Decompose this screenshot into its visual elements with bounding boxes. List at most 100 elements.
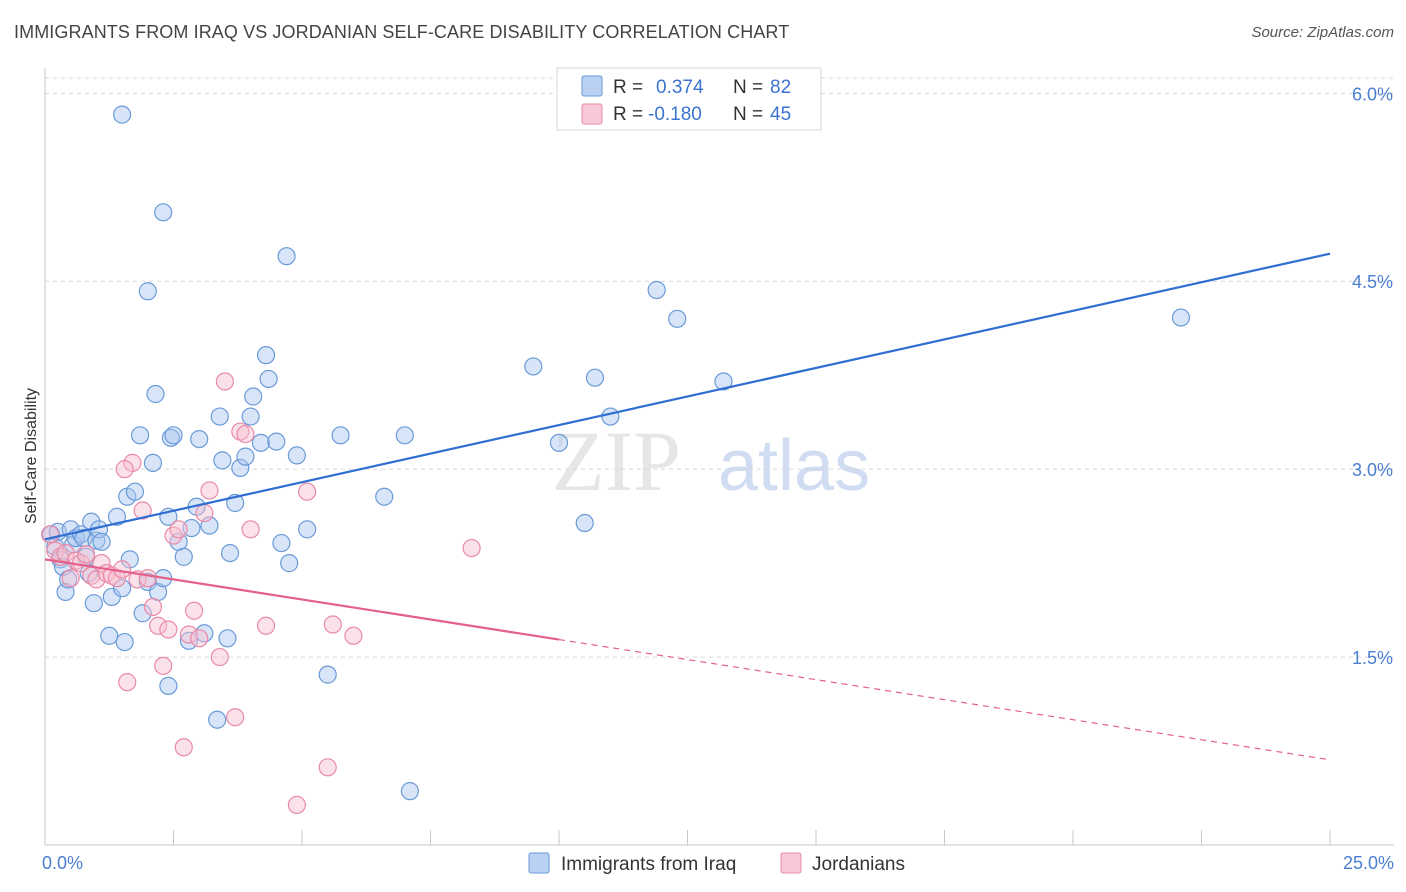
jordanian-point-43 (344, 626, 363, 645)
iraq-point-46 (210, 407, 229, 426)
iraq-point-43 (195, 624, 214, 643)
jordanian-point-9 (87, 570, 106, 589)
bottom-legend-label-jordanians: Jordanians (812, 854, 905, 875)
jordanian-point-29 (190, 629, 209, 648)
iraq-point-64 (331, 426, 350, 445)
x-tick-label-max: 25.0% (1343, 853, 1394, 873)
bottom-legend-swatch-jordanians (780, 852, 802, 874)
legend-box: R = 0.374 N = 82 R = -0.180 N = 45 (556, 67, 822, 131)
jordanian-point-21 (148, 616, 168, 635)
iraq-point-77 (112, 105, 132, 124)
legend-swatch-pink (581, 103, 603, 125)
iraq-point-71 (585, 368, 605, 387)
jordanian-point-33 (215, 372, 234, 391)
iraq-point-42 (190, 429, 209, 449)
iraq-point-51 (231, 458, 250, 478)
y-tick-label-2: 4.5% (1352, 272, 1393, 292)
iraq-point-40 (182, 518, 201, 538)
iraq-point-67 (400, 782, 420, 801)
legend-n-value-blue: 82 (770, 77, 791, 98)
iraq-point-63 (318, 665, 337, 684)
y-axis-label: Self-Care Disability (23, 388, 40, 524)
iraq-point-56 (256, 346, 276, 365)
iraq-point-60 (280, 554, 299, 573)
chart-title: IMMIGRANTS FROM IRAQ VS JORDANIAN SELF-C… (14, 22, 790, 42)
trendline-iraq (44, 252, 1331, 541)
iraq-point-38 (174, 547, 193, 566)
iraq-point-57 (259, 369, 278, 389)
jordanian-point-20 (143, 597, 163, 617)
iraq-point-28 (133, 604, 152, 623)
jordanian-point-39 (287, 795, 306, 815)
iraq-point-78 (154, 203, 173, 222)
iraq-point-30 (143, 453, 163, 472)
jordanian-point-15 (118, 673, 137, 692)
iraq-point-21 (107, 507, 127, 526)
y-tick-label-3: 6.0% (1352, 84, 1393, 104)
x-tick-label-min: 0.0% (42, 853, 83, 873)
legend-n-value-pink: 45 (770, 104, 791, 125)
jordanian-point-32 (210, 647, 229, 667)
iraq-point-72 (601, 407, 620, 426)
iraq-point-54 (244, 387, 263, 406)
jordanian-point-22 (154, 656, 173, 675)
jordanian-point-4 (61, 569, 80, 588)
iraq-point-14 (82, 512, 101, 531)
iraq-point-47 (213, 451, 232, 470)
iraq-point-27 (130, 426, 150, 445)
iraq-point-75 (714, 372, 733, 391)
iraq-point-61 (287, 446, 306, 465)
iraq-point-55 (251, 433, 270, 452)
jordanian-point-23 (159, 620, 178, 639)
jordanian-point-19 (138, 569, 157, 588)
legend-swatch-blue (581, 75, 603, 97)
jordanian-point-44 (462, 538, 481, 558)
iraq-point-36 (164, 426, 183, 445)
y-tick-label-0: 1.5% (1352, 648, 1393, 668)
jordanian-point-25 (169, 520, 188, 539)
watermark-zip: ZIP (552, 413, 681, 509)
legend-r-value-blue: 0.374 (656, 77, 704, 98)
jordanian-point-42 (323, 615, 342, 634)
iraq-point-58 (267, 432, 286, 451)
jordanian-point-31 (200, 481, 219, 500)
jordanian-point-37 (241, 520, 260, 539)
jordanian-point-45 (115, 460, 134, 479)
jordanian-point-38 (256, 616, 276, 635)
legend-n-label-blue: N = (733, 77, 763, 98)
trendline-jordanians-extension (558, 638, 1331, 761)
iraq-point-74 (668, 309, 687, 328)
iraq-point-19 (100, 626, 119, 645)
legend-r-label-blue: R = (613, 77, 643, 98)
y-tick-label-1: 3.0% (1352, 460, 1393, 480)
bottom-legend-label-iraq: Immigrants from Iraq (561, 854, 736, 875)
jordanian-point-18 (133, 501, 152, 520)
legend-r-value-pink: -0.180 (648, 104, 702, 125)
jordanian-point-35 (231, 422, 250, 441)
iraq-point-49 (220, 543, 240, 563)
iraq-point-45 (208, 710, 227, 729)
iraq-point-48 (218, 629, 237, 648)
iraq-point-26 (125, 482, 145, 501)
iraq-point-18 (92, 532, 111, 551)
iraq-point-35 (161, 428, 181, 447)
iraq-point-81 (159, 676, 178, 695)
iraq-point-68 (524, 357, 543, 376)
iraq-point-70 (575, 513, 594, 533)
bottom-legend-swatch-iraq (528, 852, 550, 874)
jordanian-point-27 (179, 625, 199, 644)
jordanian-point-0 (41, 525, 60, 544)
iraq-point-73 (647, 280, 666, 300)
iraq-point-53 (241, 407, 260, 426)
jordanian-point-7 (77, 545, 96, 564)
iraq-point-69 (549, 433, 569, 452)
iraq-point-23 (115, 632, 134, 652)
trendline-jordanians (44, 558, 560, 641)
iraq-point-31 (146, 384, 165, 404)
iraq-point-25 (120, 550, 139, 569)
iraq-point-62 (298, 520, 317, 539)
jordanian-point-26 (174, 738, 193, 757)
jordanian-point-40 (298, 482, 317, 501)
watermark-atlas: atlas (718, 426, 870, 506)
